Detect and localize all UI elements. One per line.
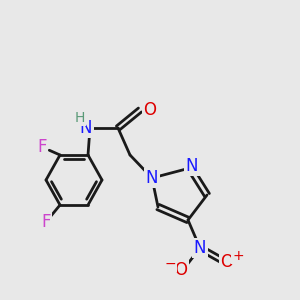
Text: O: O [175,261,188,279]
Text: −: − [164,257,176,271]
Text: +: + [232,249,244,263]
Text: N: N [80,119,92,137]
Text: N: N [186,157,198,175]
Text: O: O [220,253,233,271]
Text: N: N [146,169,158,187]
Text: N: N [194,239,206,257]
Text: F: F [37,138,47,156]
Text: O: O [143,101,157,119]
Text: H: H [75,111,85,125]
Text: F: F [41,213,51,231]
